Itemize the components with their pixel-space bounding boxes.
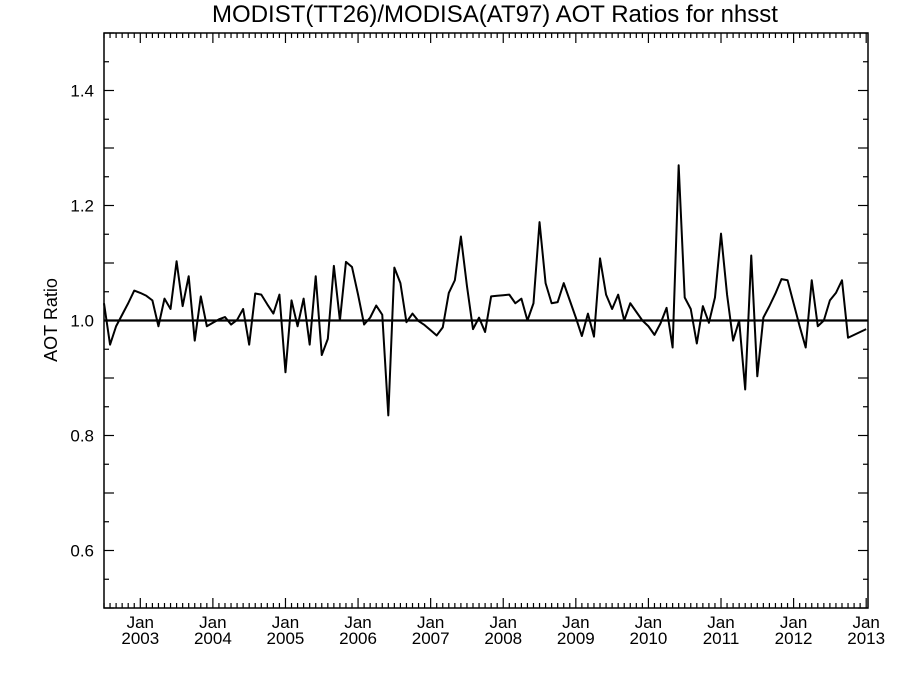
x-tick-year-label: 2006	[339, 629, 377, 648]
series-line	[103, 164, 867, 417]
x-tick-year-label: 2011	[703, 629, 740, 648]
plot-frame	[103, 32, 869, 609]
y-tick-label: 0.8	[70, 427, 94, 446]
x-tick-month-label: Jan	[780, 613, 807, 632]
x-tick-month-label: Jan	[490, 613, 517, 632]
x-tick-month-label: Jan	[562, 613, 589, 632]
x-tick-month-label: Jan	[635, 613, 662, 632]
y-axis-label: AOT Ratio	[41, 278, 61, 362]
x-tick-year-label: 2008	[484, 629, 522, 648]
x-tick-year-label: 2009	[557, 629, 595, 648]
y-tick-label: 0.6	[70, 542, 94, 561]
x-ticks: Jan2003Jan2004Jan2005Jan2006Jan2007Jan20…	[103, 33, 885, 648]
y-tick-label: 1.2	[70, 197, 94, 216]
x-tick-year-label: 2012	[775, 629, 813, 648]
x-tick-year-label: 2003	[121, 629, 159, 648]
x-tick-year-label: 2010	[630, 629, 668, 648]
y-ticks: 0.6 0.8 1.0 1.2 1.4	[70, 32, 868, 609]
x-tick-month-label: Jan	[199, 613, 226, 632]
y-tick-label: 1.4	[70, 82, 94, 101]
x-tick-month-label: Jan	[417, 613, 444, 632]
x-tick-year-label: 2005	[267, 629, 305, 648]
x-tick-month-label: Jan	[127, 613, 154, 632]
x-tick-month-label: Jan	[272, 613, 299, 632]
x-tick-month-label: Jan	[707, 613, 734, 632]
x-tick-month-label: Jan	[852, 613, 879, 632]
x-tick-year-label: 2013	[847, 629, 885, 648]
x-tick-month-label: Jan	[344, 613, 371, 632]
x-tick-year-label: 2007	[412, 629, 450, 648]
y-tick-label: 1.0	[70, 312, 94, 331]
chart-title: MODIST(TT26)/MODISA(AT97) AOT Ratios for…	[212, 1, 778, 28]
x-tick-year-label: 2004	[194, 629, 232, 648]
